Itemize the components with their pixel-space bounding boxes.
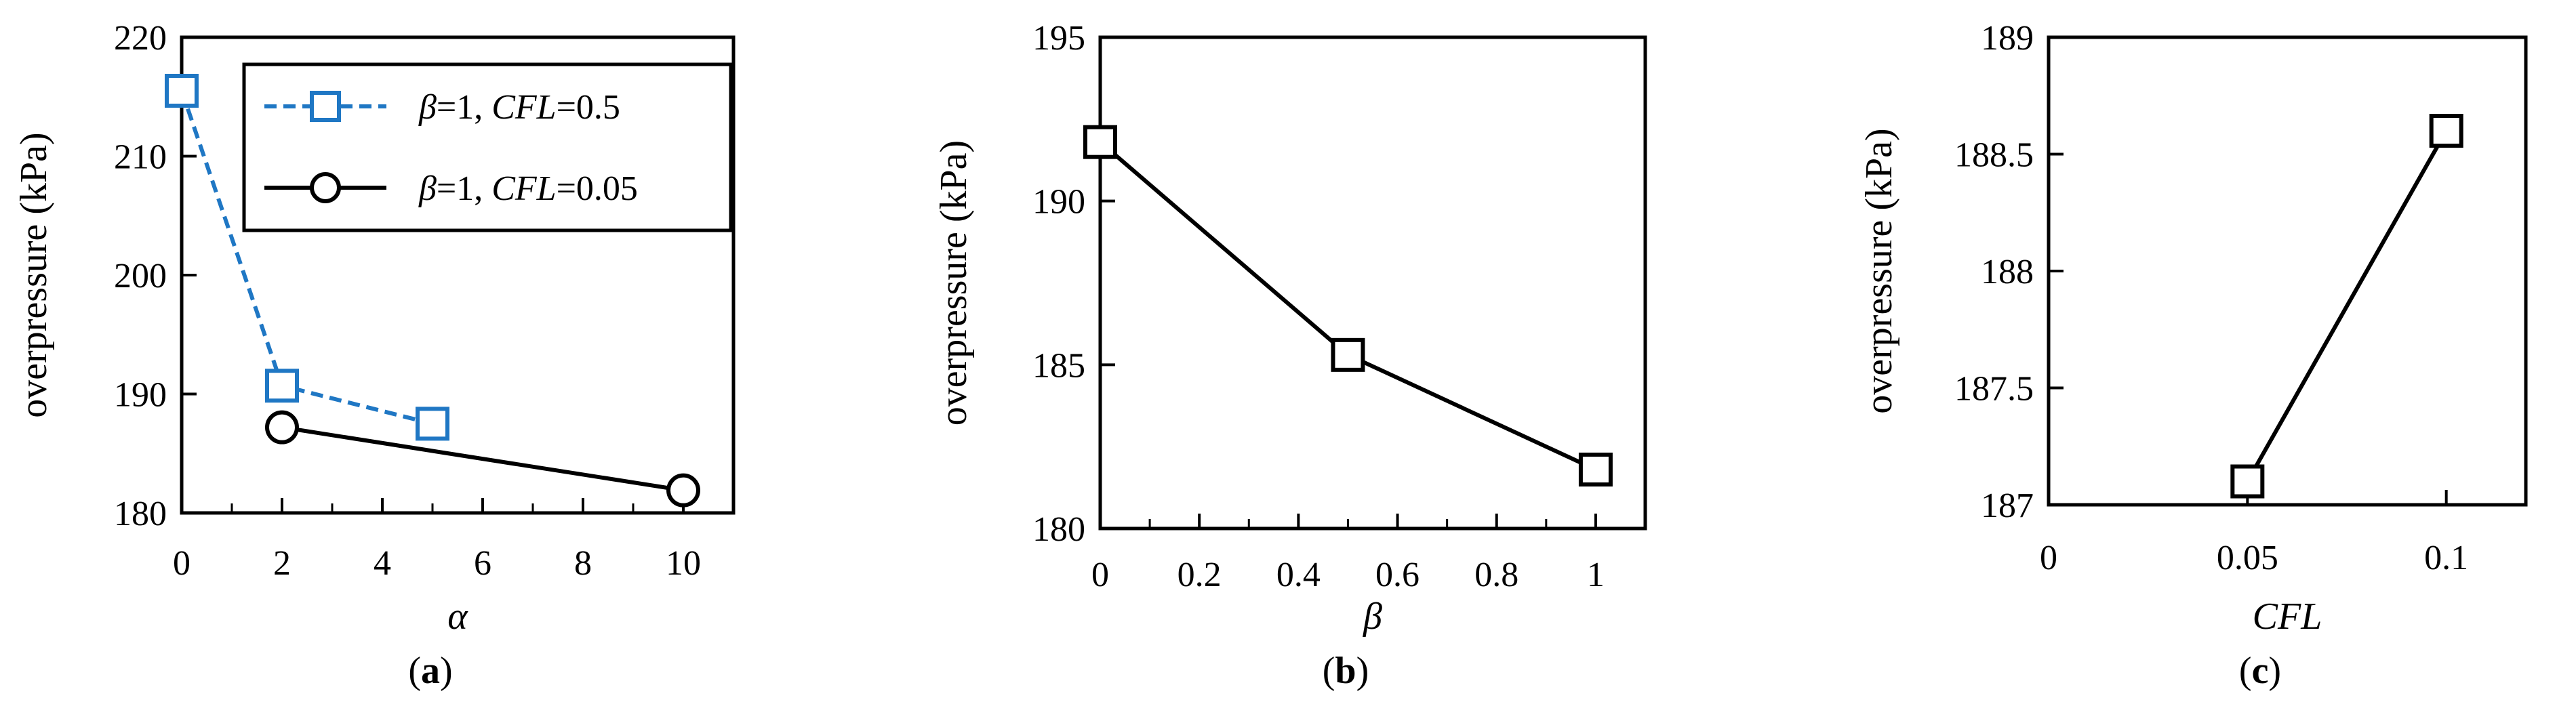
data-point-circle	[265, 410, 299, 444]
legend-label: β=1, CFL=0.5	[418, 88, 620, 127]
y-tick-label: 220	[114, 19, 167, 58]
x-tick-label: 0	[173, 544, 190, 583]
x-tick-label: 0.6	[1375, 556, 1420, 594]
data-point-square	[2230, 464, 2265, 499]
y-tick-label: 210	[114, 138, 167, 177]
y-tick-label: 195	[1032, 19, 1085, 58]
x-tick-label: 10	[666, 544, 701, 583]
y-axis-label: overpressure (kPa)	[933, 140, 975, 426]
data-point-square	[1331, 337, 1365, 372]
series-line	[2245, 129, 2449, 482]
y-tick-label: 188	[1981, 253, 2034, 291]
data-point-square	[1083, 125, 1117, 159]
y-tick-label: 188.5	[1954, 136, 2034, 175]
y-tick-label: 180	[1032, 510, 1085, 549]
y-tick-label: 187.5	[1954, 370, 2034, 409]
panel-label: (a)	[408, 650, 452, 692]
y-tick-label: 187	[1981, 486, 2034, 525]
y-tick-label: 180	[114, 495, 167, 533]
x-tick-label: 0.2	[1178, 556, 1222, 594]
x-axis-label: β	[1363, 596, 1382, 638]
plot-frame	[2047, 35, 2528, 507]
data-point-square	[416, 407, 449, 441]
x-tick-label: 0	[1091, 556, 1109, 594]
x-tick-label: 0.1	[2424, 539, 2468, 577]
y-axis-label: overpressure (kPa)	[1858, 128, 1900, 413]
chart-panel-c: 187 187.5 188 188.5 189 0 0.05 0.1 CFL overpressu…	[1858, 19, 2528, 692]
plot-frame	[1098, 35, 1647, 531]
legend-label: β=1, CFL=0.05	[418, 169, 638, 208]
x-tick-label: 0.05	[2217, 539, 2278, 577]
chart-panel-b: 180 185 190 195 0 0.2 0.4 0.6 0.8 1 β overpressure …	[933, 19, 1647, 692]
x-tick-label: 8	[574, 544, 592, 583]
data-point-square	[1578, 453, 1613, 486]
series-line	[281, 425, 684, 493]
legend-marker-square	[310, 91, 341, 122]
x-tick-label: 0.4	[1276, 556, 1321, 594]
legend-marker-circle	[310, 172, 341, 203]
series-line	[1099, 140, 1597, 472]
data-point-square	[165, 73, 199, 108]
y-tick-label: 189	[1981, 19, 2034, 58]
x-tick-label: 0	[2040, 539, 2057, 577]
x-axis-label: CFL	[2253, 596, 2322, 638]
x-tick-label: 6	[474, 544, 491, 583]
data-point-square	[265, 369, 299, 403]
y-tick-label: 200	[114, 257, 167, 295]
chart-panel-a: 180 190 200 210 220 0 2 4 6 8 10 α overpressure (kPa…	[13, 19, 736, 692]
y-axis-label: overpressure (kPa)	[13, 132, 55, 417]
data-point-square	[2429, 114, 2463, 148]
y-tick-label: 190	[1032, 183, 1085, 222]
x-tick-label: 4	[374, 544, 391, 583]
x-tick-label: 2	[273, 544, 291, 583]
panel-label: (b)	[1323, 650, 1369, 692]
y-tick-label: 185	[1032, 346, 1085, 385]
panel-label: (c)	[2239, 650, 2281, 692]
y-tick-label: 190	[114, 376, 167, 415]
data-point-circle	[666, 473, 700, 508]
x-tick-label: 0.8	[1474, 556, 1518, 594]
x-axis-label: α	[447, 596, 468, 638]
x-tick-label: 1	[1587, 556, 1605, 594]
